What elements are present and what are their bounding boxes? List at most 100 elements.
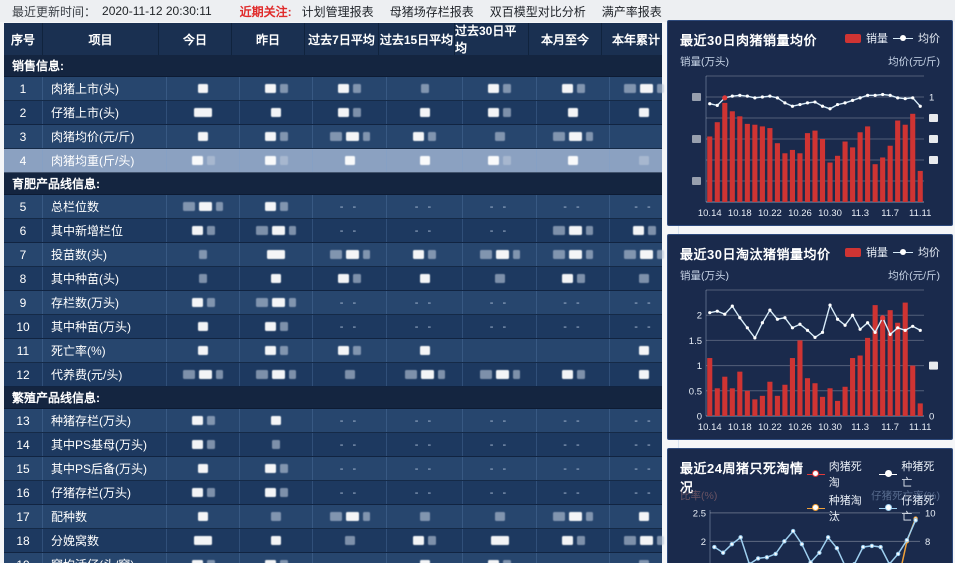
value-cell xyxy=(167,553,240,563)
value-cell: - - xyxy=(537,195,610,218)
chart2-right-unit: 均价(元/斤) xyxy=(888,270,940,282)
value-cell xyxy=(313,553,387,563)
redacted-value xyxy=(647,226,656,235)
no-data-dashes: - - xyxy=(563,414,583,427)
column-header: 过去30日平均 xyxy=(455,23,529,55)
svg-text:0: 0 xyxy=(697,412,702,423)
redacted-value xyxy=(404,370,417,379)
table-row[interactable]: 7 投苗数(头) xyxy=(4,243,679,267)
redacted-value xyxy=(624,250,636,259)
table-row[interactable]: 14 其中PS基母(万头) - - - - - - - - - - xyxy=(4,433,679,457)
avg-price-line-legend-icon xyxy=(893,34,913,43)
value-cell xyxy=(240,77,313,100)
redacted-value xyxy=(198,132,208,141)
value-cell: - - xyxy=(537,315,610,338)
nav-link-model-compare[interactable]: 双百模型对比分析 xyxy=(489,4,586,19)
column-header: 过去15日平均 xyxy=(379,23,455,55)
table-row[interactable]: 6 其中新增栏位 - - - - - - xyxy=(4,219,679,243)
value-cell xyxy=(167,363,240,386)
svg-text:10.26: 10.26 xyxy=(788,422,812,433)
table-row[interactable]: 9 存栏数(万头) - - - - - - - - - - xyxy=(4,291,679,315)
row-label: 仔猪存栏(万头) xyxy=(43,481,167,504)
table-row[interactable]: 16 仔猪存栏(万头) - - - - - - - - - - xyxy=(4,481,679,505)
table-row[interactable]: 19窝均活仔(头/窝) xyxy=(4,553,679,563)
redacted-value xyxy=(216,370,223,379)
redacted-value xyxy=(624,84,636,93)
no-data-dashes: - - xyxy=(634,200,654,213)
no-data-dashes: - - xyxy=(489,438,510,451)
value-cell xyxy=(167,409,240,432)
value-cell xyxy=(463,77,537,100)
redacted-value xyxy=(639,108,649,117)
chart1-left-unit: 销量(万头) xyxy=(680,56,729,68)
table-row[interactable]: 5 总栏位数 - - - - - - - - - - xyxy=(4,195,679,219)
value-cell xyxy=(537,339,610,362)
table-row[interactable]: 12 代养费(元/头) xyxy=(4,363,679,387)
redacted-value xyxy=(494,512,505,521)
table-row[interactable]: 17 配种数 xyxy=(4,505,679,529)
no-data-dashes: - - xyxy=(339,486,360,499)
redacted-value xyxy=(561,274,573,283)
redacted-value xyxy=(561,370,573,379)
row-label: 肉猪均重(斤/头) xyxy=(43,149,167,172)
value-cell xyxy=(167,339,240,362)
redacted-value xyxy=(206,560,215,563)
svg-text:10.14: 10.14 xyxy=(698,422,722,433)
redacted-value xyxy=(639,512,649,521)
redacted-value xyxy=(338,274,349,283)
value-cell xyxy=(313,363,387,386)
value-cell: - - xyxy=(463,315,537,338)
table-row[interactable]: 4 肉猪均重(斤/头) xyxy=(4,149,679,173)
redacted-value xyxy=(289,370,296,379)
redacted-value xyxy=(488,156,499,165)
updated-time-label: 最近更新时间： xyxy=(12,4,97,19)
top-status-bar: 最近更新时间： 2020-11-12 20:30:11 近期关注: 计划管理报表… xyxy=(0,0,955,22)
value-cell xyxy=(387,149,463,172)
cull-pig-sales-chart: 10.14 10.18 10.22 10.26 10.30 11.3 11.7 11.11 2 1… xyxy=(689,289,938,433)
redacted-value xyxy=(419,346,430,355)
nav-link-plan-report[interactable]: 计划管理报表 xyxy=(301,4,374,19)
value-cell xyxy=(387,267,463,290)
value-cell xyxy=(240,291,313,314)
redacted-value xyxy=(199,370,212,379)
value-cell xyxy=(313,339,387,362)
value-cell xyxy=(167,433,240,456)
value-cell xyxy=(240,457,313,480)
redacted-value xyxy=(413,132,424,141)
table-row[interactable]: 18 分娩窝数 xyxy=(4,529,679,553)
death-cull-chart: 2.521.51086 xyxy=(693,508,936,563)
nav-link-capacity-report[interactable]: 满产率报表 xyxy=(601,4,662,19)
table-row[interactable]: 3 肉猪均价(元/斤) xyxy=(4,125,679,149)
svg-text:1: 1 xyxy=(929,93,934,104)
table-row[interactable]: 2 仔猪上市(头) xyxy=(4,101,679,125)
table-row[interactable]: 8 其中种苗(头) xyxy=(4,267,679,291)
table-row[interactable]: 13 种猪存栏(万头) - - - - - - - - - - xyxy=(4,409,679,433)
chart-card-cull-pig-sales: 最近30日淘汰猪销量均价 销量 均价 销量(万头) 均价(元/斤) 10.14 1… xyxy=(667,234,953,440)
nav-link-sow-farm-report[interactable]: 母猪场存栏报表 xyxy=(389,4,474,19)
table-row[interactable]: 15 其中PS后备(万头) - - - - - - - - - - xyxy=(4,457,679,481)
value-cell xyxy=(463,101,537,124)
no-data-dashes: - - xyxy=(634,320,654,333)
row-label: 其中PS后备(万头) xyxy=(43,457,167,480)
redacted-value xyxy=(279,156,288,165)
svg-text:10.22: 10.22 xyxy=(758,422,782,433)
value-cell xyxy=(167,457,240,480)
value-cell xyxy=(167,315,240,338)
row-label: 其中PS基母(万头) xyxy=(43,433,167,456)
sales-bar-legend-icon xyxy=(845,33,861,43)
value-cell: - - xyxy=(463,195,537,218)
value-cell xyxy=(240,315,313,338)
table-row[interactable]: 11 死亡率(%) xyxy=(4,339,679,363)
redacted-value xyxy=(198,512,208,521)
redacted-value xyxy=(353,346,361,355)
table-row[interactable]: 1 肉猪上市(头) xyxy=(4,77,679,101)
row-label: 其中种苗(头) xyxy=(43,267,167,290)
value-cell xyxy=(387,339,463,362)
chart3-legend-item: 肉猪死淘 xyxy=(806,458,868,490)
value-cell xyxy=(387,77,463,100)
section-header: 销售信息: xyxy=(4,55,662,77)
table-row[interactable]: 10 其中种苗(万头) - - - - - - - - - - xyxy=(4,315,679,339)
redacted-value xyxy=(490,536,509,545)
redacted-value xyxy=(289,298,296,307)
row-index: 18 xyxy=(4,529,43,552)
